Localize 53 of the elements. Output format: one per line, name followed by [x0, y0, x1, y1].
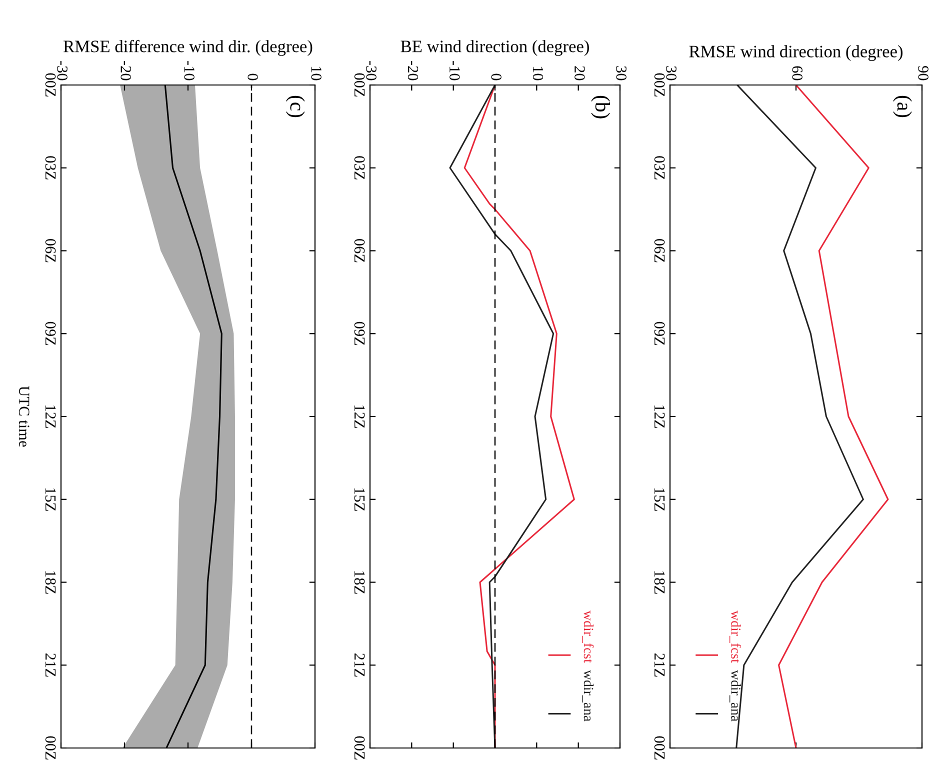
y-tick-label: 15Z — [354, 488, 365, 511]
y-tick-label: 09Z — [654, 322, 665, 346]
y-tick-label: 00Z — [45, 73, 56, 96]
y-tick-label: 21Z — [654, 653, 665, 677]
y-tick-label: 06Z — [45, 239, 56, 262]
y-tick-label: 18Z — [654, 571, 665, 594]
x-tick-label: 20 — [574, 66, 585, 80]
y-tick-label: 18Z — [354, 571, 365, 594]
x-tick-label: 10 — [311, 66, 322, 80]
x-tick-label: 30 — [666, 66, 676, 80]
y-tick-label: 00Z — [654, 736, 665, 760]
x-axis-title: RMSE difference wind dir. (degree) — [64, 40, 312, 56]
y-tick-label: 00Z — [654, 73, 665, 96]
x-tick-label: 0 — [491, 74, 502, 80]
x-tick-label: 90 — [918, 66, 928, 80]
y-tick-label: 00Z — [354, 73, 365, 96]
y-tick-label: 06Z — [354, 239, 365, 262]
y-tick-label: 12Z — [354, 406, 365, 428]
x-tick-label: -30 — [57, 61, 68, 80]
x-tick-label: -10 — [184, 61, 194, 80]
y-tick-label: 21Z — [354, 653, 365, 677]
x-tick-label: -20 — [120, 61, 131, 80]
x-axis-title: BE wind direction (degree) — [400, 40, 589, 56]
y-tick-label: 12Z — [654, 406, 665, 428]
x-tick-label: 10 — [532, 66, 544, 80]
annotation: (a) — [893, 96, 912, 118]
x-tick-label: 30 — [616, 66, 626, 80]
y-tick-label: 00Z — [45, 736, 56, 760]
x-tick-label: 0 — [248, 74, 258, 80]
text: wdir_fcst — [730, 610, 742, 663]
y-tick-label: 03Z — [354, 156, 365, 180]
y-tick-label: 21Z — [46, 653, 56, 677]
y-tick-label: 09Z — [354, 322, 365, 346]
y-tick-label: 06Z — [654, 239, 665, 262]
y-tick-label: 09Z — [45, 322, 56, 346]
x-tick-label: -30 — [366, 61, 376, 80]
y-tick-label: 03Z — [45, 156, 56, 180]
x-tick-label: -10 — [450, 61, 460, 80]
x-tick-label: 60 — [792, 66, 802, 80]
text: wdir_fcst — [582, 610, 594, 663]
text: wdir_ana — [582, 670, 594, 722]
x-axis-title: RMSE wind direction (degree) — [689, 45, 903, 61]
y-tick-label: 03Z — [654, 156, 665, 180]
y-axis-title: UTC time — [19, 386, 30, 447]
y-tick-label: 12Z — [46, 406, 56, 428]
y-tick-label: 18Z — [45, 571, 56, 594]
annotation: (c) — [286, 96, 305, 118]
text: wdir_ana — [730, 670, 741, 722]
y-tick-label: 15Z — [45, 488, 56, 511]
annotation: (b) — [591, 96, 610, 118]
y-tick-label: 15Z — [654, 488, 665, 511]
x-tick-label: -20 — [408, 61, 418, 80]
y-tick-label: 00Z — [354, 736, 365, 760]
